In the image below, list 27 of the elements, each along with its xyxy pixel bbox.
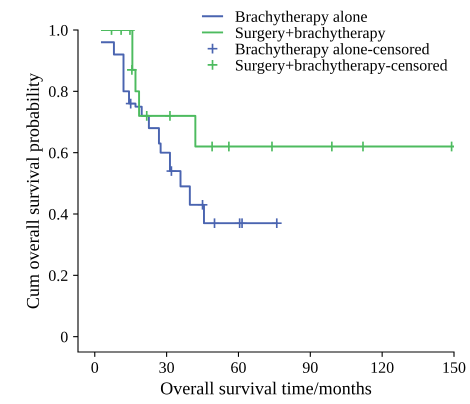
x-tick-label: 60 xyxy=(231,362,246,373)
point xyxy=(196,199,208,210)
point xyxy=(236,218,248,229)
x-tick-label: 0 xyxy=(91,362,98,373)
y-tick-label: 0.6 xyxy=(48,148,68,158)
y-axis-title: Cum overall survival probability xyxy=(26,72,43,308)
point xyxy=(164,110,176,122)
point xyxy=(141,110,152,122)
x-tick-label: 30 xyxy=(159,362,174,373)
point xyxy=(124,98,136,110)
legend-label: Brachytherapy alone-censored xyxy=(235,43,430,58)
y-tick-label: 1.0 xyxy=(50,24,68,36)
point xyxy=(166,165,178,177)
y-tick-label: 0 xyxy=(60,332,68,342)
x-tick-label: 120 xyxy=(372,362,394,373)
point xyxy=(271,218,282,229)
point xyxy=(208,218,220,229)
x-tick-label: 90 xyxy=(302,362,318,373)
legend-label: Surgery+brachytherapy xyxy=(236,26,386,42)
y-tick-label: 0.4 xyxy=(48,208,68,220)
x-tick-label: 150 xyxy=(443,362,466,373)
legend-label: Brachytherapy alone xyxy=(235,10,367,26)
y-tick-label: 0.2 xyxy=(48,270,68,282)
legend-label: Surgery+brachytherapy-censored xyxy=(236,59,448,74)
x-axis-title: Overall survival time/months xyxy=(160,382,372,394)
point xyxy=(126,64,138,76)
y-tick-label: 0.8 xyxy=(48,86,68,98)
